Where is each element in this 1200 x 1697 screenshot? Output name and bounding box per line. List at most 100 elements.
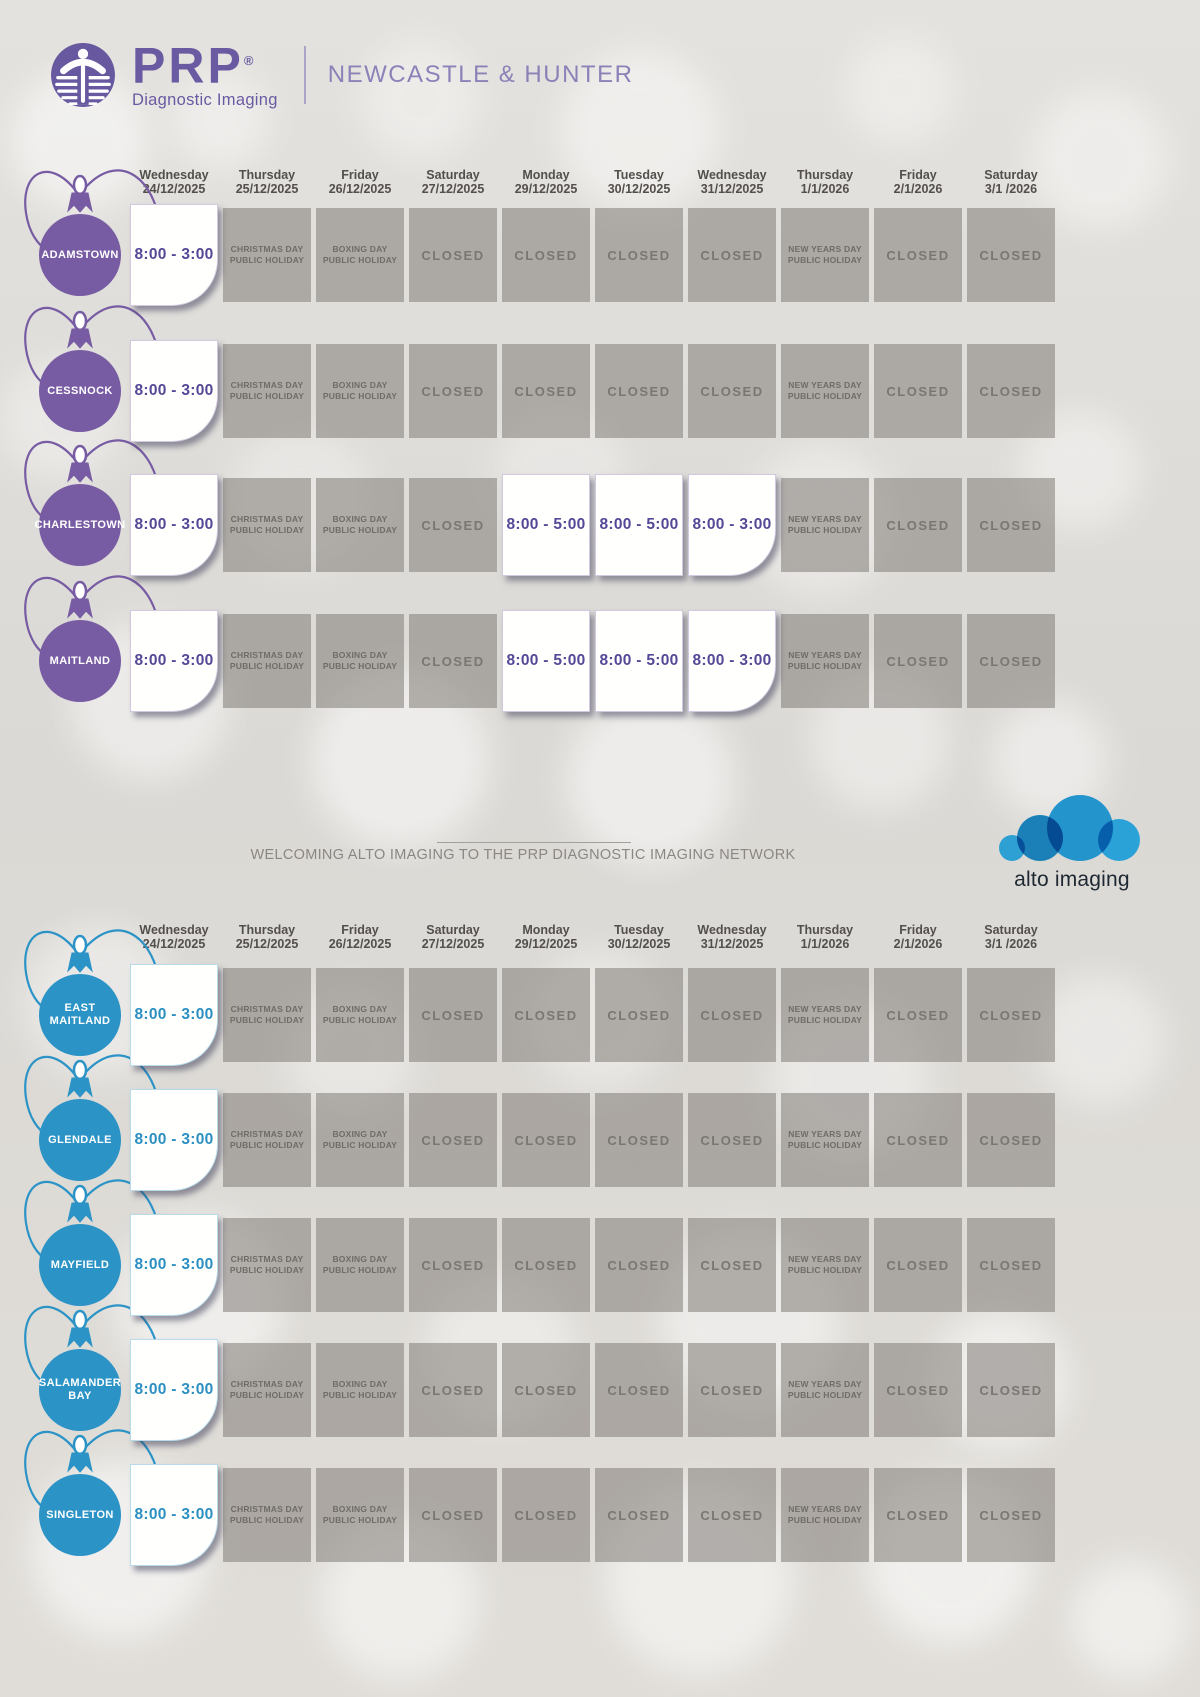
hours-cell-holiday: BOXING DAY PUBLIC HOLIDAY (316, 968, 404, 1062)
closed-text: CLOSED (979, 383, 1043, 399)
holiday-text: BOXING DAY (332, 244, 388, 254)
holiday-text: PUBLIC HOLIDAY (322, 525, 398, 535)
holiday-text: NEW YEARS DAY (788, 380, 862, 390)
closed-text: CLOSED (979, 653, 1043, 669)
column-day: Friday (341, 923, 379, 937)
hours-cell-open: 8:00 - 3:00 (688, 610, 776, 712)
holiday-text: CHRISTMAS DAY (230, 514, 304, 524)
hours-cell-holiday: NEW YEARS DAY PUBLIC HOLIDAY (781, 968, 869, 1062)
hours-cell-closed: CLOSED (688, 1218, 776, 1312)
hours-cell-holiday: BOXING DAY PUBLIC HOLIDAY (316, 1343, 404, 1437)
column-date: 30/12/2025 (607, 182, 671, 196)
holiday-text: CHRISTMAS DAY (230, 650, 304, 660)
location-row: GLENDALE 8:00 - 3:00 CHRISTMAS DAY PUBLIC H… (0, 1054, 1200, 1191)
hours-cell-closed: CLOSED (502, 344, 590, 438)
closed-text: CLOSED (607, 247, 671, 263)
holiday-text: NEW YEARS DAY (788, 514, 862, 524)
registered-mark: ® (243, 53, 254, 68)
column-day: Wednesday (697, 923, 767, 937)
column-date: 30/12/2025 (607, 937, 671, 951)
opening-hours-text: 8:00 - 3:00 (134, 652, 214, 669)
column-date: 25/12/2025 (235, 182, 299, 196)
hours-cell-closed: CLOSED (409, 1093, 497, 1187)
closed-text: CLOSED (886, 1007, 950, 1023)
column-day: Saturday (984, 168, 1038, 182)
column-day: Saturday (984, 923, 1038, 937)
hours-cell-closed: CLOSED (688, 1093, 776, 1187)
column-day: Monday (522, 168, 570, 182)
column-date: 25/12/2025 (235, 937, 299, 951)
column-day: Friday (341, 168, 379, 182)
closed-text: CLOSED (607, 1132, 671, 1148)
location-label: EAST MAITLAND (49, 1002, 111, 1027)
hours-cell-holiday: BOXING DAY PUBLIC HOLIDAY (316, 478, 404, 572)
column-day: Saturday (426, 923, 480, 937)
holiday-text: NEW YEARS DAY (788, 1129, 862, 1139)
column-day: Thursday (796, 923, 854, 937)
column-header: Saturday 27/12/2025 (398, 168, 508, 196)
holiday-text: NEW YEARS DAY (788, 244, 862, 254)
closed-text: CLOSED (514, 383, 578, 399)
location-label: CESSNOCK (47, 384, 113, 397)
column-day: Thursday (796, 168, 854, 182)
holiday-text: PUBLIC HOLIDAY (787, 661, 863, 671)
bauble-ornament-icon (16, 1040, 176, 1200)
closed-text: CLOSED (421, 1382, 485, 1398)
holiday-text: PUBLIC HOLIDAY (787, 525, 863, 535)
holiday-text: CHRISTMAS DAY (230, 1504, 304, 1514)
closed-text: CLOSED (979, 1507, 1043, 1523)
closed-text: CLOSED (700, 1382, 764, 1398)
holiday-text: PUBLIC HOLIDAY (322, 1515, 398, 1525)
opening-hours-text: 8:00 - 3:00 (134, 246, 214, 263)
holiday-text: BOXING DAY (332, 1129, 388, 1139)
brand-tagline: Diagnostic Imaging (132, 90, 278, 109)
hours-cell-open: 8:00 - 3:00 (130, 1339, 218, 1441)
closed-text: CLOSED (886, 1507, 950, 1523)
column-date: 31/12/2025 (700, 182, 764, 196)
opening-hours-text: 8:00 - 5:00 (506, 652, 586, 669)
location-label: MAYFIELD (50, 1258, 110, 1271)
closed-text: CLOSED (700, 1007, 764, 1023)
opening-hours-text: 8:00 - 5:00 (506, 516, 586, 533)
column-header: Saturday 3/1 /2026 (956, 168, 1066, 196)
welcome-banner: WELCOMING ALTO IMAGING TO THE PRP DIAGNO… (250, 847, 796, 863)
hours-cell-holiday: NEW YEARS DAY PUBLIC HOLIDAY (781, 1093, 869, 1187)
hours-cell-open: 8:00 - 3:00 (130, 1464, 218, 1566)
hours-cell-holiday: CHRISTMAS DAY PUBLIC HOLIDAY (223, 208, 311, 302)
location-row: CESSNOCK 8:00 - 3:00 CHRISTMAS DAY PUBLIC H… (0, 305, 1200, 442)
closed-text: CLOSED (979, 1007, 1043, 1023)
column-header: Wednesday 24/12/2025 (119, 923, 229, 951)
column-header: Monday 29/12/2025 (491, 923, 601, 951)
holiday-text: PUBLIC HOLIDAY (787, 1015, 863, 1025)
holiday-text: PUBLIC HOLIDAY (229, 255, 305, 265)
column-date: 29/12/2025 (514, 182, 578, 196)
holiday-text: CHRISTMAS DAY (230, 380, 304, 390)
hours-cell-closed: CLOSED (967, 478, 1055, 572)
column-header: Thursday 1/1/2026 (770, 923, 880, 951)
location-row: MAYFIELD 8:00 - 3:00 CHRISTMAS DAY PUBLIC H… (0, 1179, 1200, 1316)
holiday-text: PUBLIC HOLIDAY (322, 255, 398, 265)
hours-cell-closed: CLOSED (874, 344, 962, 438)
closed-text: CLOSED (700, 1507, 764, 1523)
location-row: SINGLETON 8:00 - 3:00 CHRISTMAS DAY PUBLIC … (0, 1429, 1200, 1566)
column-header: Tuesday 30/12/2025 (584, 168, 694, 196)
hours-cell-open: 8:00 - 3:00 (130, 610, 218, 712)
hours-cell-holiday: CHRISTMAS DAY PUBLIC HOLIDAY (223, 344, 311, 438)
location-label: GLENDALE (48, 1133, 112, 1146)
column-header: Friday 2/1/2026 (863, 168, 973, 196)
hours-cell-closed: CLOSED (409, 478, 497, 572)
column-date: 24/12/2025 (142, 937, 206, 951)
column-day: Saturday (426, 168, 480, 182)
hours-cell-open: 8:00 - 5:00 (502, 474, 590, 576)
hours-cell-holiday: BOXING DAY PUBLIC HOLIDAY (316, 1468, 404, 1562)
hours-cell-closed: CLOSED (595, 208, 683, 302)
closed-text: CLOSED (700, 1257, 764, 1273)
hours-cell-open: 8:00 - 5:00 (502, 610, 590, 712)
holiday-text: PUBLIC HOLIDAY (229, 1390, 305, 1400)
holiday-text: PUBLIC HOLIDAY (322, 1390, 398, 1400)
location-row: SALAMANDER BAY 8:00 - 3:00 CHRISTMAS DAY PUB… (0, 1304, 1200, 1441)
column-header: Thursday 1/1/2026 (770, 168, 880, 196)
closed-text: CLOSED (979, 1382, 1043, 1398)
column-header: Thursday 25/12/2025 (212, 923, 322, 951)
holiday-text: PUBLIC HOLIDAY (787, 1515, 863, 1525)
